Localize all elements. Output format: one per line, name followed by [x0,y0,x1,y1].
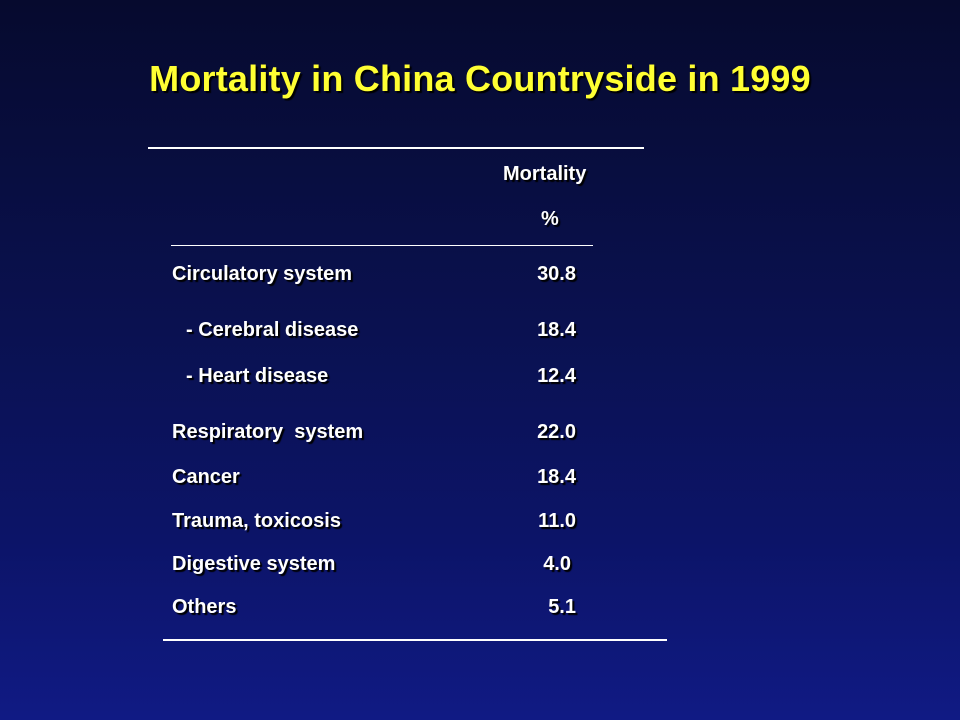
row-value-trauma-toxicosis: 11.0 [538,510,576,532]
row-label-cancer: Cancer [172,466,240,488]
table-bottom-rule [163,639,667,641]
table-top-rule [148,147,644,149]
row-value-heart-disease: 12.4 [537,365,576,387]
slide-title: Mortality in China Countryside in 1999 [149,58,811,99]
row-label-digestive-system: Digestive system [172,553,336,575]
row-value-others: 5.1 [548,596,576,618]
row-value-cancer: 18.4 [537,466,576,488]
row-label-cerebral-disease: - Cerebral disease [186,319,359,341]
column-header-unit: % [541,208,559,230]
row-label-others: Others [172,596,237,618]
column-header-mortality: Mortality [503,163,587,185]
row-value-respiratory-system: 22.0 [537,421,576,443]
row-value-digestive-system: 4.0 [543,553,571,575]
row-label-circulatory-system: Circulatory system [172,263,353,285]
row-label-heart-disease: - Heart disease [186,365,329,387]
row-value-cerebral-disease: 18.4 [537,319,576,341]
table-header-rule [171,245,593,246]
row-label-trauma-toxicosis: Trauma, toxicosis [172,510,341,532]
row-label-respiratory-system: Respiratory system [172,421,364,443]
row-value-circulatory-system: 30.8 [537,263,576,285]
